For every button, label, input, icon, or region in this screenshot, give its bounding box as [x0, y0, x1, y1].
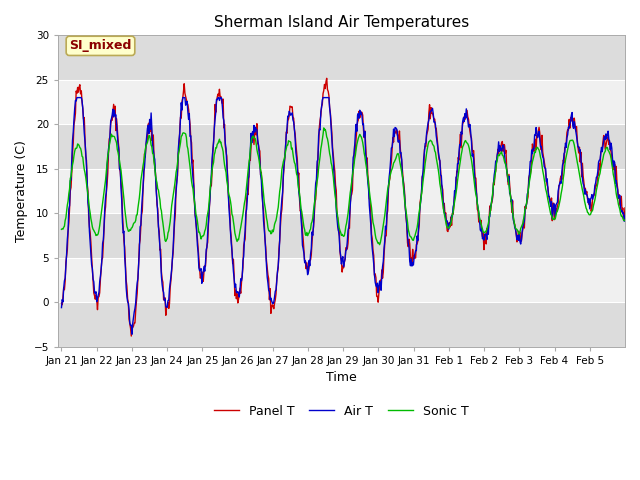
- Line: Panel T: Panel T: [61, 78, 625, 336]
- Sonic T: [255, 158, 263, 164]
- Panel T: [127, 333, 135, 339]
- Sonic T: [124, 226, 131, 231]
- Bar: [58, 169, 625, 213]
- Panel T: [323, 75, 330, 81]
- Sonic T: [58, 227, 65, 232]
- Sonic T: [227, 204, 235, 209]
- Air T: [73, 95, 81, 100]
- Sonic T: [403, 214, 411, 219]
- Air T: [278, 196, 285, 202]
- Sonic T: [320, 125, 328, 131]
- Bar: [58, 213, 625, 258]
- Air T: [125, 300, 132, 306]
- Text: SI_mixed: SI_mixed: [69, 39, 132, 52]
- Panel T: [228, 247, 236, 252]
- X-axis label: Time: Time: [326, 372, 357, 384]
- Sonic T: [376, 242, 383, 248]
- Air T: [229, 258, 237, 264]
- Sonic T: [621, 217, 629, 223]
- Legend: Panel T, Air T, Sonic T: Panel T, Air T, Sonic T: [209, 400, 474, 423]
- Bar: [58, 302, 625, 347]
- Air T: [403, 222, 411, 228]
- Air T: [58, 305, 65, 311]
- Bar: [58, 80, 625, 124]
- Air T: [128, 331, 136, 337]
- Panel T: [621, 205, 629, 211]
- Line: Sonic T: Sonic T: [61, 128, 625, 245]
- Panel T: [58, 300, 65, 306]
- Panel T: [124, 296, 131, 301]
- Bar: [58, 36, 625, 80]
- Air T: [435, 149, 442, 155]
- Sonic T: [276, 184, 284, 190]
- Bar: [58, 124, 625, 169]
- Panel T: [403, 222, 411, 228]
- Y-axis label: Temperature (C): Temperature (C): [15, 140, 28, 242]
- Air T: [621, 213, 629, 219]
- Panel T: [256, 148, 264, 154]
- Air T: [257, 172, 264, 178]
- Line: Air T: Air T: [61, 97, 625, 334]
- Panel T: [435, 151, 442, 157]
- Bar: [58, 258, 625, 302]
- Title: Sherman Island Air Temperatures: Sherman Island Air Temperatures: [214, 15, 469, 30]
- Panel T: [277, 212, 285, 217]
- Sonic T: [435, 168, 442, 173]
